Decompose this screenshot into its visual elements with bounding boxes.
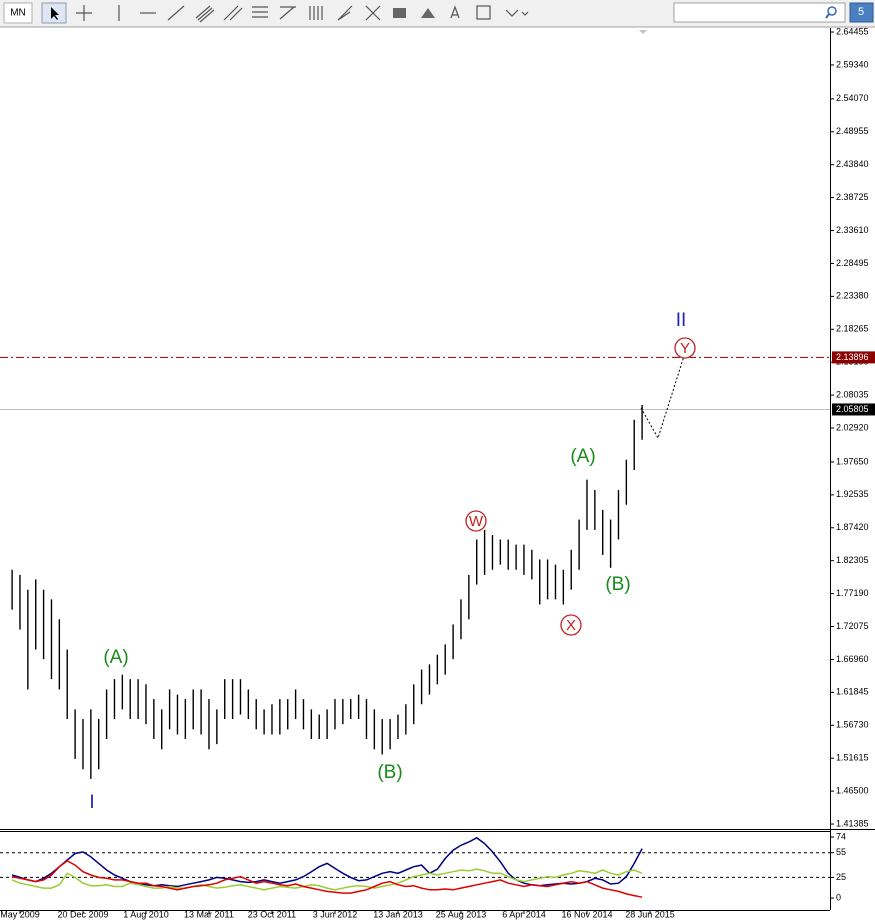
- x-tick-label: May 2009: [0, 909, 40, 919]
- y-tick-label: 2.59340: [836, 59, 869, 69]
- price-pane: [0, 28, 830, 829]
- wave-label: (B): [377, 762, 402, 783]
- notification-badge[interactable]: [849, 2, 874, 23]
- y-tick-label: 2.54070: [836, 93, 869, 103]
- price-level-label-box: [832, 403, 875, 416]
- y-tick-label: 2.38725: [836, 192, 869, 202]
- wave-label: I: [89, 792, 94, 813]
- gann-tool[interactable]: [365, 5, 381, 21]
- y-tick-label: 25: [836, 872, 846, 882]
- x-tick-label: 16 Nov 2014: [561, 909, 612, 919]
- rectangle-tool[interactable]: [393, 8, 406, 18]
- y-tick-label: 2.18265: [836, 324, 869, 334]
- wave-label: (B): [605, 574, 630, 595]
- y-tick-label: 2.48955: [836, 126, 869, 136]
- x-tick-label: 28 Jun 2015: [625, 909, 675, 919]
- search-icon-handle: [825, 13, 830, 19]
- shift-marker: [639, 30, 647, 34]
- trendline-tool[interactable]: [167, 5, 185, 21]
- wave-circle: [560, 614, 582, 636]
- y-tick-label: 1.77190: [836, 588, 869, 598]
- price-level-label: 2.13896: [836, 352, 869, 362]
- y-tick-label: 1.97650: [836, 456, 869, 466]
- y-tick-label: 1.82305: [836, 555, 869, 565]
- indicator-line: [11, 868, 643, 891]
- y-tick-label: 1.61845: [836, 687, 869, 697]
- y-tick-label: 2.64455: [836, 26, 869, 36]
- wave-label: X: [566, 617, 576, 634]
- y-tick-label: 2.23380: [836, 291, 869, 301]
- y-tick-label: 2.08035: [836, 389, 869, 399]
- x-tick-label: 20 Dec 2009: [57, 909, 108, 919]
- y-tick-label: 1.46500: [836, 785, 869, 795]
- y-tick-label: 74: [836, 831, 846, 841]
- price-level-label-box: [832, 351, 875, 364]
- fibo-fan-tool[interactable]: [279, 6, 296, 20]
- y-tick-label: 1.72075: [836, 621, 869, 631]
- x-tick-label: 25 Aug 2013: [436, 909, 487, 919]
- wave-label: II: [676, 310, 687, 331]
- drawing-tools: [41, 2, 529, 24]
- x-tick-label: 13 Mar 2011: [184, 909, 234, 919]
- fibo-tool[interactable]: [252, 6, 268, 18]
- y-tick-label: 1.66960: [836, 654, 869, 664]
- x-tick-label: 23 Oct 2011: [248, 909, 296, 919]
- regression-tool[interactable]: [223, 5, 243, 21]
- fibo-arc-tool[interactable]: [337, 5, 353, 21]
- indicator-line: [11, 860, 643, 898]
- y-tick-label: 2.43840: [836, 159, 869, 169]
- fibo-time-tool[interactable]: [309, 6, 323, 20]
- x-tick-label: 3 Jun 2012: [313, 909, 358, 919]
- text-tool[interactable]: [450, 5, 460, 19]
- y-tick-label: 0: [836, 892, 841, 902]
- price-level-label: 2.05805: [836, 404, 869, 414]
- y-tick-label: 1.56730: [836, 720, 869, 730]
- wave-label: Y: [680, 340, 690, 357]
- wave-label: (A): [570, 446, 595, 467]
- wave-label: (A): [103, 647, 128, 668]
- wave-circle: [674, 337, 696, 359]
- search-icon[interactable]: [827, 6, 837, 16]
- triangle-tool[interactable]: [421, 8, 435, 18]
- cursor-icon: [51, 7, 59, 20]
- y-tick-label: 55: [836, 847, 846, 857]
- timeframe-label: MN: [10, 8, 26, 19]
- y-tick-label: 2.02920: [836, 422, 869, 432]
- wave-circle: [465, 510, 487, 532]
- y-tick-label: 1.92535: [836, 489, 869, 499]
- channel-tool[interactable]: [195, 5, 215, 23]
- y-tick-label: 1.41385: [836, 818, 869, 828]
- badge-count: 5: [858, 6, 864, 18]
- y-tick-label: 2.28495: [836, 258, 869, 268]
- x-tick-label: 6 Apr 2014: [502, 909, 546, 919]
- x-tick-label: 13 Jan 2013: [373, 909, 423, 919]
- crosshair-tool[interactable]: [76, 5, 92, 21]
- timeframe-button[interactable]: [3, 2, 33, 24]
- y-tick-label: 2.33610: [836, 225, 869, 235]
- x-tick-label: 1 Aug 2010: [123, 909, 169, 919]
- arrows-tool[interactable]: [505, 9, 529, 17]
- indicator-line: [11, 836, 643, 888]
- y-tick-label: 1.87420: [836, 522, 869, 532]
- y-tick-label: 1.51615: [836, 753, 869, 763]
- search-box[interactable]: [673, 2, 846, 23]
- label-tool[interactable]: [476, 5, 491, 20]
- wave-label: W: [469, 513, 484, 530]
